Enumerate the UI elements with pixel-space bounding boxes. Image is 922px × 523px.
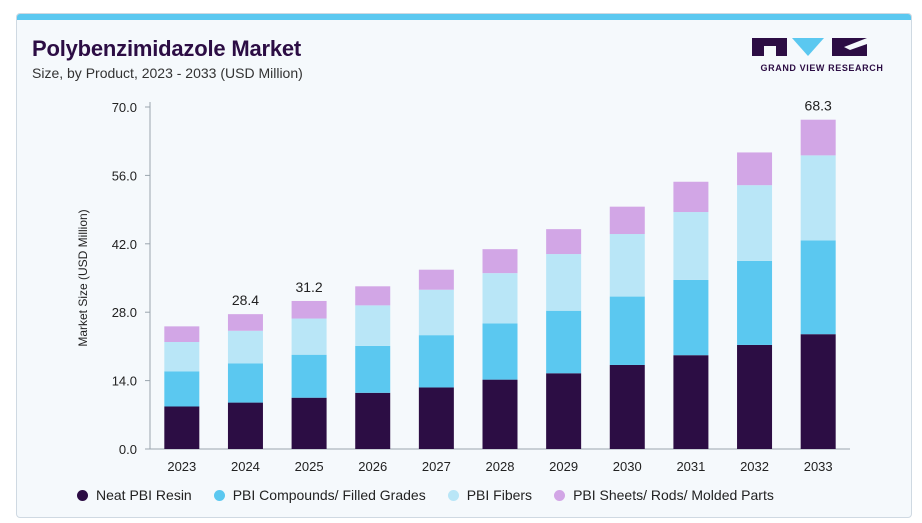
legend-item: PBI Sheets/ Rods/ Molded Parts	[554, 487, 774, 503]
bar-segment	[418, 335, 454, 388]
bar-segment	[227, 363, 263, 403]
x-tick-label: 2025	[295, 459, 324, 474]
legend-swatch	[77, 489, 88, 501]
y-tick-label: 70.0	[112, 100, 137, 115]
bar-segment	[800, 334, 836, 449]
bar-segment	[673, 279, 709, 356]
bar-segment	[227, 314, 263, 331]
bar-segment	[737, 152, 773, 186]
total-data-label: 31.2	[295, 279, 322, 295]
bar-segment	[164, 326, 200, 343]
accent-bar	[17, 14, 911, 20]
bar-segment	[800, 119, 836, 156]
bar-segment	[355, 345, 391, 393]
bar-segment	[291, 397, 327, 449]
bar-segment	[800, 155, 836, 241]
legend-label: PBI Fibers	[466, 487, 533, 503]
bar-segment	[482, 379, 518, 449]
bar-segment	[673, 355, 709, 449]
legend-swatch	[554, 489, 566, 501]
x-tick-label: 2027	[422, 459, 451, 474]
x-tick-label: 2032	[740, 459, 769, 474]
bar-segment	[546, 310, 582, 374]
legend-label: PBI Compounds/ Filled Grades	[232, 487, 426, 503]
bar-segment	[418, 289, 454, 336]
bar-segment	[609, 296, 645, 365]
bar-segment	[418, 269, 454, 290]
chart-legend: Neat PBI Resin PBI Compounds/ Filled Grad…	[77, 485, 897, 505]
bar-segment	[609, 206, 645, 235]
bar-segment	[609, 234, 645, 297]
bar-segment	[227, 330, 263, 364]
x-tick-label: 2033	[804, 459, 833, 474]
legend-item: PBI Fibers	[447, 487, 533, 503]
bar-segment	[737, 344, 773, 449]
bar-segment	[164, 342, 200, 372]
x-tick-label: 2023	[167, 459, 196, 474]
y-tick-label: 28.0	[112, 305, 137, 320]
legend-label: Neat PBI Resin	[96, 487, 192, 503]
bar-segment	[355, 286, 391, 306]
y-tick-label: 14.0	[112, 374, 137, 389]
y-tick-label: 0.0	[119, 442, 137, 457]
bar-segment	[609, 364, 645, 449]
bar-segment	[355, 305, 391, 346]
bar-segment	[291, 318, 327, 355]
legend-item: PBI Compounds/ Filled Grades	[213, 487, 426, 503]
x-tick-label: 2028	[486, 459, 515, 474]
x-tick-label: 2031	[676, 459, 705, 474]
bar-segment	[482, 249, 518, 274]
chart-title: Polybenzimidazole Market	[32, 36, 302, 61]
bar-segment	[546, 229, 582, 255]
bar-segment	[737, 185, 773, 261]
bar-segment	[673, 181, 709, 213]
bar-segment	[291, 300, 327, 319]
bar-segment	[673, 212, 709, 280]
y-tick-label: 42.0	[112, 237, 137, 252]
bar-segment	[164, 406, 200, 449]
grand-view-research-logo	[752, 38, 867, 56]
bar-segment	[800, 240, 836, 335]
total-data-label: 28.4	[232, 292, 259, 308]
bar-segment	[737, 260, 773, 345]
legend-swatch	[213, 489, 225, 501]
bar-segment	[482, 323, 518, 380]
legend-label: PBI Sheets/ Rods/ Molded Parts	[573, 487, 774, 503]
total-data-label: 68.3	[805, 98, 832, 114]
bar-segment	[291, 354, 327, 398]
y-axis-label: Market Size (USD Million)	[76, 209, 90, 346]
bar-segment	[355, 392, 391, 449]
x-tick-label: 2029	[549, 459, 578, 474]
chart-subtitle: Size, by Product, 2023 - 2033 (USD Milli…	[32, 65, 303, 81]
bar-segment	[546, 254, 582, 311]
x-tick-label: 2026	[358, 459, 387, 474]
bar-segment	[227, 402, 263, 449]
y-tick-label: 56.0	[112, 168, 137, 183]
bar-segment	[164, 371, 200, 407]
x-tick-label: 2024	[231, 459, 260, 474]
legend-item: Neat PBI Resin	[77, 487, 192, 503]
legend-swatch	[447, 489, 459, 501]
bar-segment	[418, 387, 454, 449]
x-tick-label: 2030	[613, 459, 642, 474]
bar-segment	[482, 273, 518, 324]
bar-segment	[546, 373, 582, 449]
brand-name: GRAND VIEW RESEARCH	[760, 63, 884, 73]
